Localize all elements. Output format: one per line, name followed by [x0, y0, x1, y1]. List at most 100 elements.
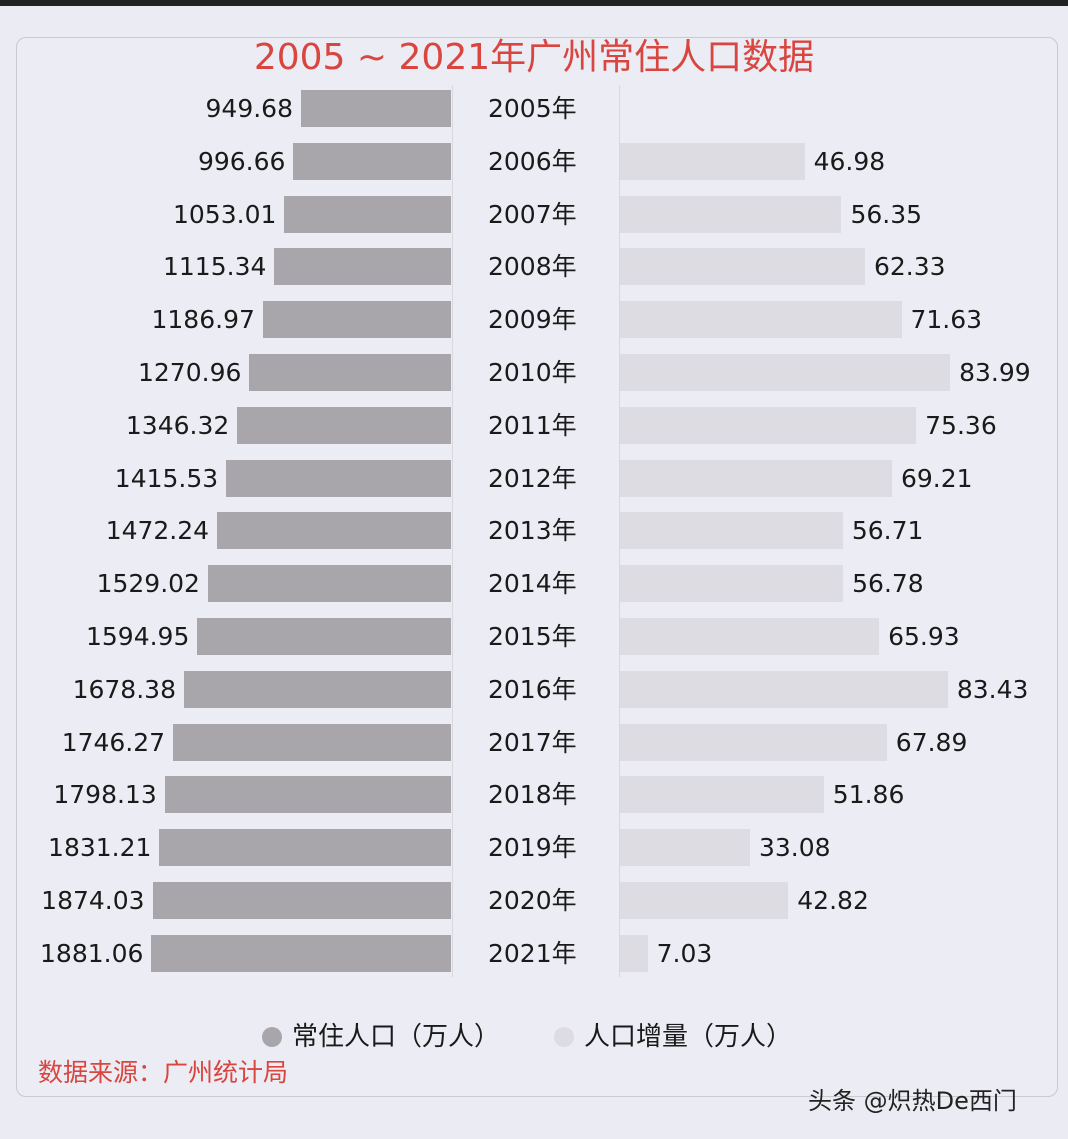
population-bar[interactable] [217, 512, 451, 550]
increase-value: 67.89 [895, 727, 968, 757]
population-bar[interactable] [159, 829, 451, 867]
chart-row: 949.68 2005年 [0, 90, 1068, 127]
chart-row: 1053.01 2007年 56.35 [0, 195, 1068, 233]
increase-bar[interactable] [620, 565, 844, 603]
population-bar[interactable] [151, 934, 451, 972]
chart-row: 1346.32 2011年 75.36 [0, 406, 1068, 444]
year-label: 2011年 [488, 410, 577, 440]
increase-value: 71.63 [910, 305, 983, 335]
year-label: 2005年 [488, 94, 577, 123]
increase-bar[interactable] [620, 670, 948, 708]
population-value: 1472.24 [105, 516, 210, 546]
increase-value: 56.78 [852, 569, 924, 599]
legend-item-increase[interactable]: 人口增量（万人） [554, 1020, 792, 1054]
population-bar[interactable] [152, 882, 451, 919]
chart-row: 1831.21 2019年 33.08 [0, 829, 1068, 867]
increase-value: 69.21 [900, 463, 973, 493]
population-bar[interactable] [237, 406, 451, 444]
increase-value: 56.35 [850, 199, 923, 229]
population-bar[interactable] [249, 354, 451, 391]
population-bar[interactable] [284, 195, 451, 233]
legend-item-population[interactable]: 常住人口（万人） [262, 1020, 500, 1054]
year-label: 2009年 [488, 305, 577, 335]
year-label: 2020年 [488, 886, 577, 915]
chart-row: 1678.38 2016年 83.43 [0, 670, 1068, 708]
increase-bar[interactable] [620, 142, 805, 180]
increase-value: 83.43 [956, 674, 1029, 704]
chart-row: 1270.96 2010年 83.99 [0, 354, 1068, 391]
population-value: 1346.32 [125, 410, 230, 440]
population-value: 1594.95 [85, 622, 190, 651]
population-value: 1881.06 [40, 938, 144, 968]
increase-bar[interactable] [620, 354, 951, 391]
chart-row: 1881.06 2021年 7.03 [0, 934, 1068, 972]
year-label: 2016年 [488, 674, 577, 704]
increase-bar[interactable] [620, 882, 789, 919]
increase-bar[interactable] [620, 248, 865, 286]
population-value: 1874.03 [41, 886, 145, 915]
chart-card [16, 37, 1058, 1097]
data-source: 数据来源：广州统计局 [38, 1058, 289, 1087]
population-value: 949.68 [205, 94, 293, 123]
legend-label: 人口增量（万人） [584, 1022, 793, 1052]
chart-row: 1798.13 2018年 51.86 [0, 776, 1068, 814]
population-value: 1270.96 [138, 358, 242, 387]
increase-bar[interactable] [620, 829, 750, 867]
chart-row: 1874.03 2020年 42.82 [0, 882, 1068, 919]
population-value: 1186.97 [151, 305, 255, 335]
increase-value: 83.99 [959, 358, 1031, 387]
population-value: 1053.01 [173, 199, 277, 229]
increase-bar[interactable] [620, 934, 648, 972]
increase-value: 65.93 [888, 622, 960, 651]
population-bar[interactable] [293, 142, 451, 180]
year-label: 2006年 [488, 146, 577, 176]
increase-value: 7.03 [656, 938, 713, 968]
population-bar[interactable] [197, 618, 451, 655]
increase-bar[interactable] [620, 723, 887, 761]
increase-value: 62.33 [873, 252, 946, 282]
population-value: 1831.21 [48, 833, 152, 863]
chart-row: 1529.02 2014年 56.78 [0, 565, 1068, 603]
legend-dot-icon [554, 1027, 574, 1047]
increase-bar[interactable] [620, 459, 892, 497]
chart-row: 1472.24 2013年 56.71 [0, 512, 1068, 550]
population-value: 996.66 [197, 146, 286, 176]
population-bar[interactable] [226, 459, 451, 497]
population-bar[interactable] [183, 670, 451, 708]
population-bar[interactable] [301, 90, 451, 127]
population-value: 1746.27 [61, 727, 166, 757]
increase-bar[interactable] [620, 195, 842, 233]
year-label: 2015年 [488, 622, 577, 651]
population-value: 1529.02 [96, 569, 200, 599]
chart-row: 1115.34 2008年 62.33 [0, 248, 1068, 286]
increase-bar[interactable] [620, 618, 880, 655]
population-bar[interactable] [262, 301, 451, 339]
increase-bar[interactable] [620, 776, 824, 814]
year-label: 2010年 [488, 358, 577, 387]
chart-title: 2005 ~ 2021年广州常住人口数据 [253, 37, 815, 78]
population-bar[interactable] [173, 723, 451, 761]
year-label: 2014年 [488, 569, 577, 599]
population-bar[interactable] [207, 565, 451, 603]
population-bar[interactable] [274, 248, 451, 286]
increase-value: 33.08 [759, 833, 831, 863]
year-label: 2019年 [488, 833, 577, 863]
year-label: 2008年 [488, 252, 577, 282]
increase-value: 51.86 [832, 780, 905, 810]
increase-bar[interactable] [620, 406, 917, 444]
chart-row: 996.66 2006年 46.98 [0, 142, 1068, 180]
increase-value: 75.36 [925, 410, 997, 440]
chart-row: 1594.95 2015年 65.93 [0, 618, 1068, 655]
increase-bar[interactable] [620, 512, 843, 550]
year-label: 2018年 [488, 780, 577, 810]
chart-row: 1746.27 2017年 67.89 [0, 723, 1068, 761]
left-axis-line [452, 85, 453, 977]
legend-dot-icon [262, 1027, 282, 1047]
population-bar[interactable] [164, 776, 451, 814]
increase-value: 46.98 [813, 146, 886, 176]
year-label: 2012年 [488, 463, 577, 493]
increase-bar[interactable] [620, 301, 902, 339]
year-label: 2007年 [488, 199, 577, 229]
chart-row: 1186.97 2009年 71.63 [0, 301, 1068, 339]
population-value: 1678.38 [72, 674, 176, 704]
